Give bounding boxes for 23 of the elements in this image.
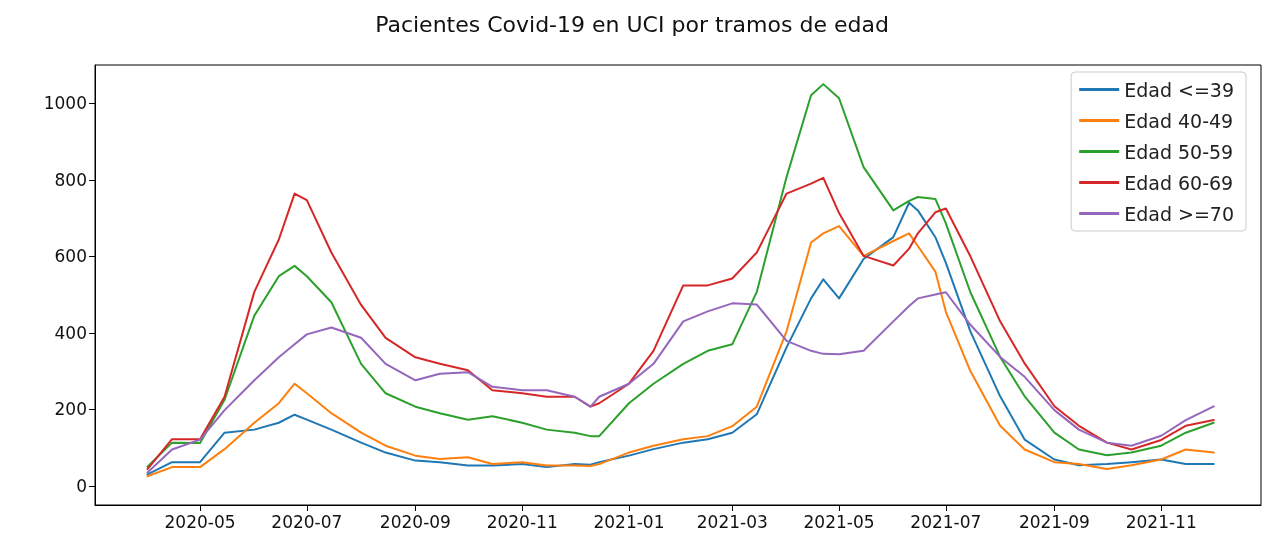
x-tick-label: 2020-07 [271, 511, 343, 532]
legend-label: Edad 40-49 [1124, 109, 1234, 132]
x-tick-label: 2021-09 [1018, 511, 1090, 532]
y-tick-label: 400 [54, 322, 87, 343]
line-series [146, 291, 1215, 474]
y-tick-label: 1000 [43, 93, 87, 114]
y-tick-label: 800 [54, 169, 87, 190]
y-tick-label: 0 [76, 475, 87, 496]
x-tick-label: 2020-05 [164, 511, 236, 532]
x-tick-label: 2021-11 [1125, 511, 1197, 532]
y-tick-label: 600 [54, 246, 87, 267]
legend-label: Edad 60-69 [1124, 171, 1234, 194]
x-tick-label: 2021-03 [696, 511, 768, 532]
chart-title: Pacientes Covid-19 en UCI por tramos de edad [375, 11, 889, 37]
y-tick-label: 200 [54, 399, 87, 420]
legend-label: Edad 50-59 [1124, 140, 1234, 163]
legend-label: Edad <=39 [1124, 78, 1234, 101]
x-tick-label: 2020-11 [486, 511, 558, 532]
x-tick-label: 2021-01 [593, 511, 665, 532]
x-tick-label: 2021-07 [910, 511, 982, 532]
legend-label: Edad >=70 [1124, 202, 1234, 225]
x-tick-label: 2020-09 [379, 511, 451, 532]
x-tick-label: 2021-05 [803, 511, 875, 532]
